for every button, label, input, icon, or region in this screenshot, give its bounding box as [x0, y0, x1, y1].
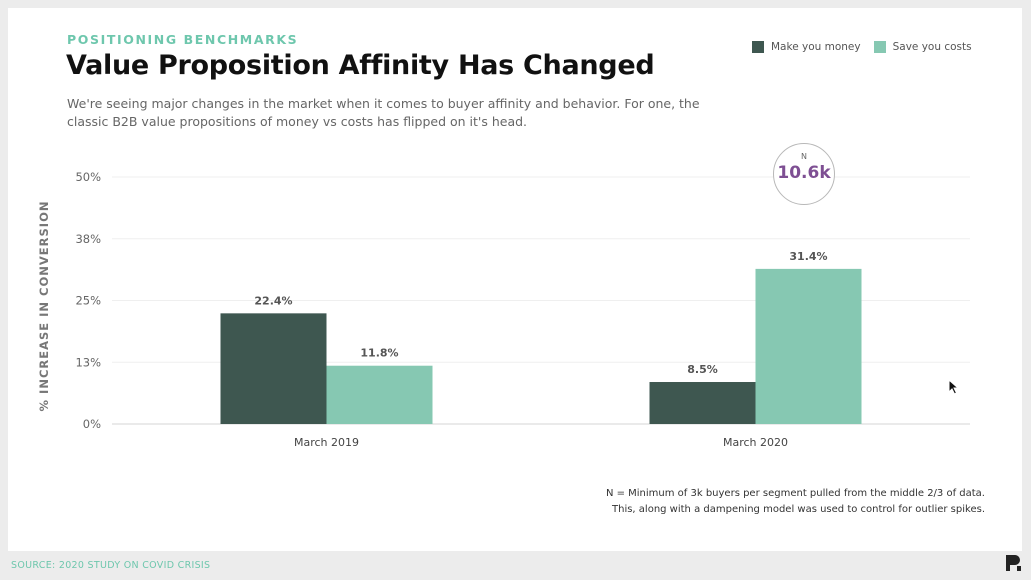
legend-swatch-costs [873, 41, 886, 53]
page-subtitle: We're seeing major changes in the market… [67, 96, 700, 129]
x-tick-label: March 2019 [294, 436, 359, 449]
eyebrow-label: POSITIONING BENCHMARKS [67, 32, 299, 47]
sample-size-value: 10.6k [777, 163, 831, 183]
bar-money [220, 313, 327, 424]
chart-legend: Make you money Save you costs [752, 41, 985, 53]
y-axis-label: % INCREASE IN CONVERSION [37, 201, 51, 412]
legend-swatch-money [752, 41, 764, 53]
bar-data-label: 31.4% [789, 250, 827, 263]
page-title: Value Proposition Affinity Has Changed [66, 50, 655, 81]
sample-size-badge: N 10.6k [773, 143, 835, 205]
y-tick-label: 0% [83, 417, 101, 431]
bar-data-label: 11.8% [360, 347, 398, 360]
bar-costs [326, 365, 433, 424]
y-tick-label: 25% [75, 294, 101, 308]
legend-label-money: Make you money [771, 41, 861, 53]
bar-money [649, 382, 756, 424]
legend-label-costs: Save you costs [892, 41, 972, 53]
legend-item-money: Make you money [752, 41, 861, 53]
y-tick-label: 13% [75, 355, 101, 369]
mouse-cursor-icon [948, 379, 960, 395]
bar-data-label: 22.4% [254, 294, 292, 307]
x-tick-label: March 2020 [723, 436, 788, 449]
footnote-line-2: This, along with a dampening model was u… [612, 504, 985, 515]
y-tick-label: 50% [75, 170, 101, 184]
bar-data-label: 8.5% [687, 363, 718, 376]
footnote-line-1: N = Minimum of 3k buyers per segment pul… [605, 488, 985, 499]
footnote: N = Minimum of 3k buyers per segment pul… [606, 486, 985, 518]
brand-logo-icon [1006, 555, 1021, 571]
legend-item-costs: Save you costs [873, 41, 972, 53]
bar-costs [755, 268, 862, 424]
y-tick-label: 38% [75, 232, 101, 246]
source-note: SOURCE: 2020 STUDY ON COVID CRISIS [11, 560, 211, 571]
sample-size-label: N [801, 152, 807, 161]
